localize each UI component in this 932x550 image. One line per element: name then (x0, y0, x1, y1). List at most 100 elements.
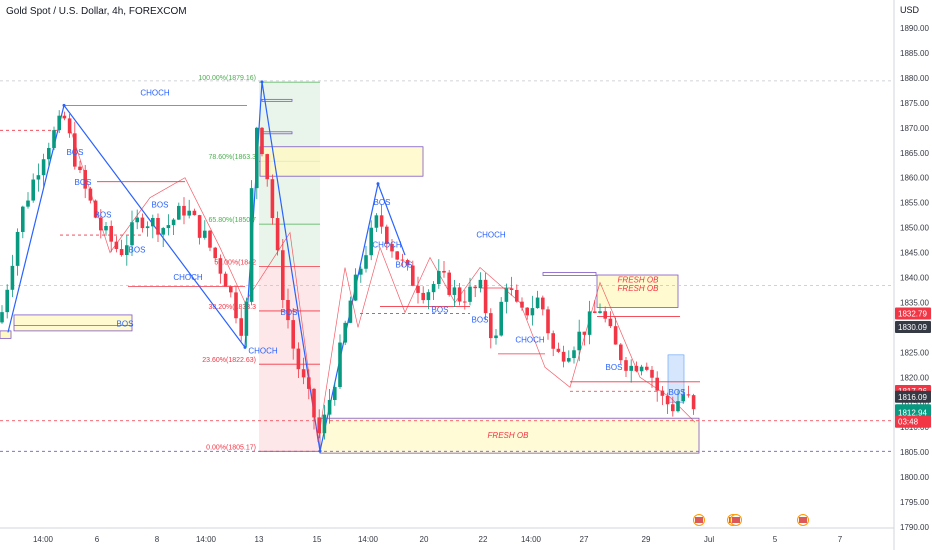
candle-body (416, 285, 420, 293)
bos-label: BOS (432, 305, 449, 314)
candle-body (671, 404, 675, 412)
candle-body (655, 377, 659, 391)
candle-body (624, 360, 628, 371)
candle-body (156, 217, 160, 235)
candle-body (0, 312, 4, 323)
candle-body (140, 217, 145, 229)
candle-body (322, 414, 327, 434)
candle-body (203, 230, 207, 238)
candle-body (83, 170, 87, 189)
ob-box-tiny (667, 354, 685, 403)
candle-body (353, 274, 358, 301)
candle-body (270, 179, 275, 219)
candle-body (494, 335, 498, 339)
bos-label: BOS (117, 319, 134, 328)
candle-body (504, 288, 509, 302)
candle-body (249, 188, 254, 302)
candle-body (31, 179, 35, 201)
candle-body (166, 225, 171, 229)
bos-label: BOS (75, 178, 92, 187)
y-tick-label: 1885.00 (900, 49, 929, 58)
fib-red-zone (259, 266, 320, 452)
candle-body (515, 289, 519, 302)
candle-body (473, 286, 477, 289)
y-tick-label: 1825.00 (900, 348, 929, 357)
candle-body (348, 300, 353, 323)
candle-body (67, 118, 72, 134)
candle-body (99, 217, 103, 231)
swing-point (318, 449, 322, 453)
swing-point (243, 345, 247, 349)
bos-label: BOS (472, 315, 489, 324)
candle-body (650, 369, 654, 378)
fib-level-label: 0.00%(1805.17) (206, 444, 256, 451)
y-tick-label: 1845.00 (900, 249, 929, 258)
y-tick-label: 1855.00 (900, 199, 929, 208)
symbol-title: Gold Spot / U.S. Dollar, 4h, FOREXCOM (6, 6, 187, 17)
fresh-ob-label: FRESH OB (618, 275, 660, 284)
choch-label: CHOCH (372, 241, 402, 250)
y-tick-label: 1800.00 (900, 473, 929, 482)
y-tick-label: 1795.00 (900, 498, 929, 507)
candle-body (213, 247, 217, 259)
candle-body (385, 226, 389, 244)
candle-body (109, 225, 113, 242)
y-tick-label: 1805.00 (900, 448, 929, 457)
candle-body (125, 245, 129, 256)
candle-body (338, 342, 342, 388)
x-tick-label: 13 (255, 535, 264, 544)
candle-body (88, 188, 93, 201)
y-tick-label: 1860.00 (900, 174, 929, 183)
ob-box-left (13, 314, 133, 332)
price-tag-label: 1816.09 (898, 393, 927, 402)
candle-body (93, 200, 98, 218)
candle-body (645, 366, 649, 370)
candle-body (182, 205, 186, 216)
candle-body (47, 147, 51, 160)
candle-body (405, 260, 410, 266)
event-flag-icon-fill (799, 517, 807, 523)
candle-body (431, 284, 436, 293)
ob-box-top (261, 98, 293, 102)
candle-body (265, 154, 269, 180)
candle-body (78, 166, 82, 171)
candle-body (546, 309, 550, 334)
price-tag-box (895, 390, 931, 403)
candle-body (535, 297, 540, 309)
y-tick-label: 1790.00 (900, 523, 929, 532)
candle-body (114, 241, 119, 250)
candle-body (5, 289, 9, 313)
choch-label: CHOCH (476, 231, 506, 240)
candle-body (411, 265, 415, 286)
candle-body (520, 301, 524, 308)
candle-body (541, 297, 545, 310)
fib-level-label: 65.80%(1850.7 (209, 217, 257, 224)
candle-body (629, 365, 633, 371)
fib-level-label: 50.00%(1842 (214, 260, 256, 267)
candle-body (681, 394, 685, 402)
fib-level-label: 100.00%(1879.16) (198, 75, 256, 82)
bos-label: BOS (95, 211, 112, 220)
candle-body (577, 331, 581, 351)
fresh-ob-label: FRESH OB (618, 284, 660, 293)
choch-label: CHOCH (173, 273, 203, 282)
candle-body (130, 222, 134, 246)
candle-body (52, 130, 56, 148)
price-tag-label: 1812.94 (898, 409, 927, 418)
candle-body (426, 292, 431, 301)
choch-label: CHOCH (140, 88, 170, 97)
candle-body (36, 175, 41, 180)
event-flag-icon-fill (732, 517, 740, 523)
swing-zigzag-red (69, 127, 696, 443)
candle-body (291, 320, 295, 349)
x-tick-label: 14:00 (521, 535, 542, 544)
event-flag-icon-fill (695, 517, 703, 523)
fib-level-label: 23.60%(1822.63) (202, 357, 256, 364)
candle-body (530, 308, 535, 316)
candle-body (452, 287, 457, 295)
bos-label: BOS (606, 363, 623, 372)
candle-body (171, 219, 176, 226)
swing-point (376, 182, 380, 186)
